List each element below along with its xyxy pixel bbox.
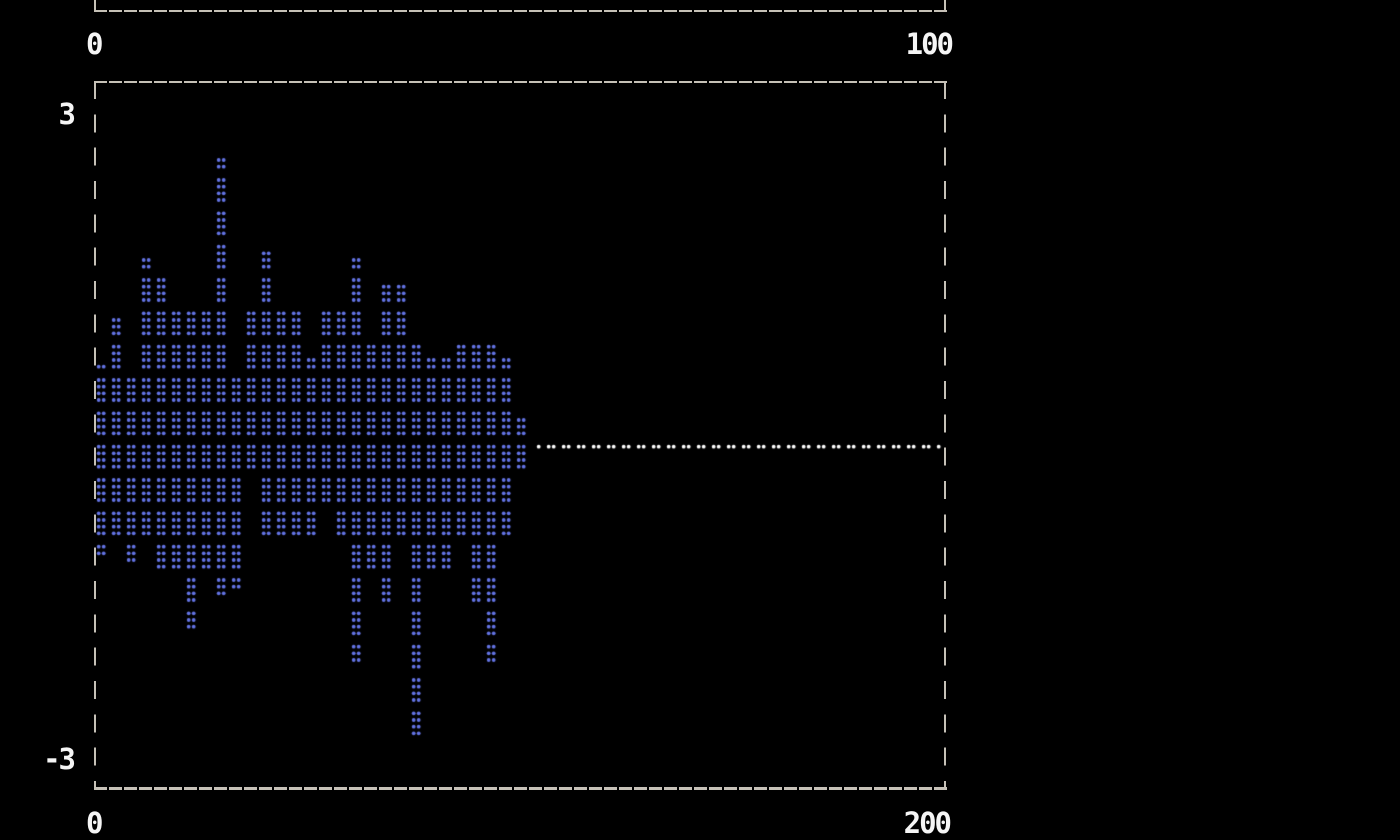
terminal-plot-screen: 0 100 3 -3 0 200 xyxy=(0,0,1400,840)
scatter-dots-canvas xyxy=(0,0,1400,840)
